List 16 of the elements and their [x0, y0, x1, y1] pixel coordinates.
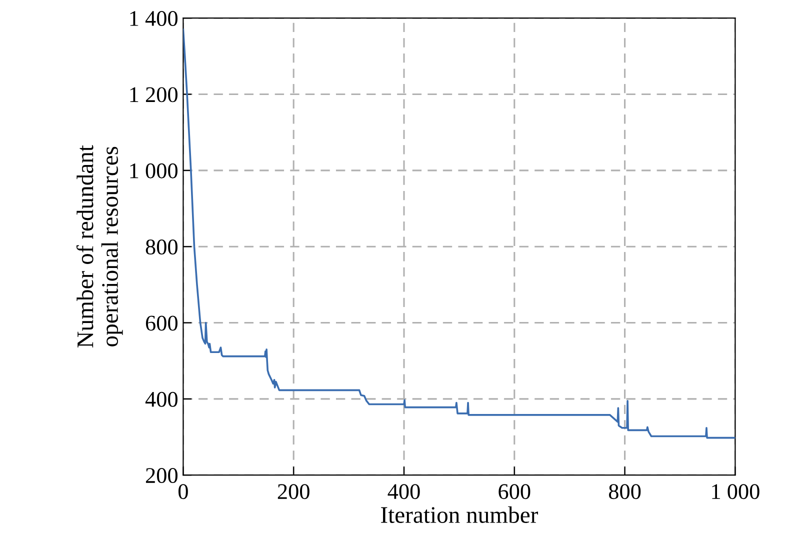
y-tick-label: 200	[146, 468, 178, 484]
x-axis-title: Iteration number	[381, 506, 538, 523]
x-tick-label: 200	[278, 484, 310, 500]
x-tick-label: 0	[178, 484, 188, 500]
y-axis-title: Number of redundant operational resources	[76, 145, 123, 348]
x-tick-label: 400	[388, 484, 420, 500]
x-tick-label: 600	[498, 484, 530, 500]
y-tick-label: 800	[146, 240, 178, 255]
y-tick-label: 1 400	[130, 11, 178, 26]
y-tick-label: 1 000	[130, 163, 178, 178]
x-tick-label: 800	[608, 484, 641, 500]
y-tick-label: 400	[145, 392, 178, 407]
line-series	[183, 28, 736, 439]
x-tick-label: 1 000	[712, 484, 760, 500]
y-tick-label: 600	[146, 316, 178, 331]
y-tick-label: 1 200	[130, 87, 178, 102]
